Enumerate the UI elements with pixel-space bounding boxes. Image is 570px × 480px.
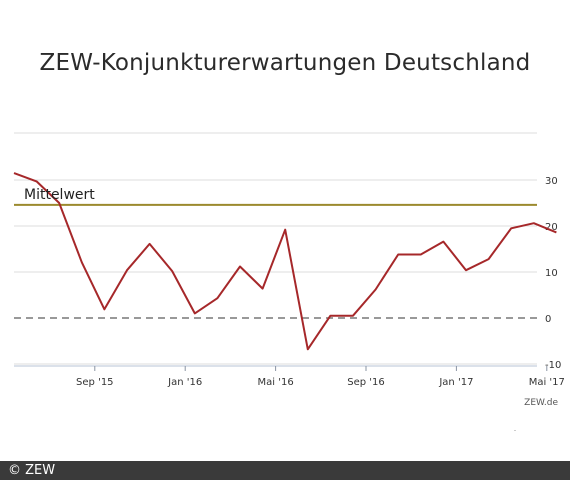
data-point <box>420 254 422 256</box>
data-point <box>375 289 377 291</box>
data-point <box>262 288 264 290</box>
data-point <box>465 269 467 271</box>
y-tick-label: 10 <box>545 268 558 279</box>
credit-label: ZEW.de <box>524 398 558 408</box>
data-point <box>171 270 173 272</box>
data-point <box>510 227 512 229</box>
series-line <box>13 172 557 351</box>
x-tick-label: Sep '16 <box>347 377 385 388</box>
y-tick-label: -10 <box>545 360 561 371</box>
data-point <box>13 172 15 174</box>
mean-line-label: Mittelwert <box>24 187 95 203</box>
copyright-footer: © ZEW <box>0 461 570 480</box>
data-point <box>533 222 535 224</box>
y-tick-label: 30 <box>545 176 558 187</box>
x-tick-label: Jan '16 <box>167 377 202 388</box>
data-point <box>307 348 309 350</box>
data-point <box>36 180 38 182</box>
y-tick-label: 0 <box>545 314 551 325</box>
data-point <box>194 312 196 314</box>
line-chart: 30 20 10 0 -10 Sep '15 Jan '16 Mai '16 Sep '16 Ja… <box>13 132 565 408</box>
x-tick-label: Mai '16 <box>258 377 294 388</box>
data-point <box>81 261 83 263</box>
data-point <box>442 241 444 243</box>
data-point <box>149 243 151 245</box>
data-point <box>126 269 128 271</box>
data-point <box>216 297 218 299</box>
data-point <box>284 229 286 231</box>
data-point <box>329 315 331 317</box>
data-point <box>352 315 354 317</box>
x-tick-label: Sep '15 <box>76 377 114 388</box>
decorative-dot <box>514 430 516 431</box>
y-tick-label: 20 <box>545 222 558 233</box>
chart-title: ZEW-Konjunkturerwartungen Deutschland <box>39 50 531 76</box>
data-point <box>488 258 490 260</box>
data-point <box>239 266 241 268</box>
data-point <box>397 254 399 256</box>
data-point <box>555 231 557 233</box>
x-tick-label: Mai '17 <box>529 377 565 388</box>
data-point <box>103 308 105 310</box>
x-tick-label: Jan '17 <box>438 377 473 388</box>
